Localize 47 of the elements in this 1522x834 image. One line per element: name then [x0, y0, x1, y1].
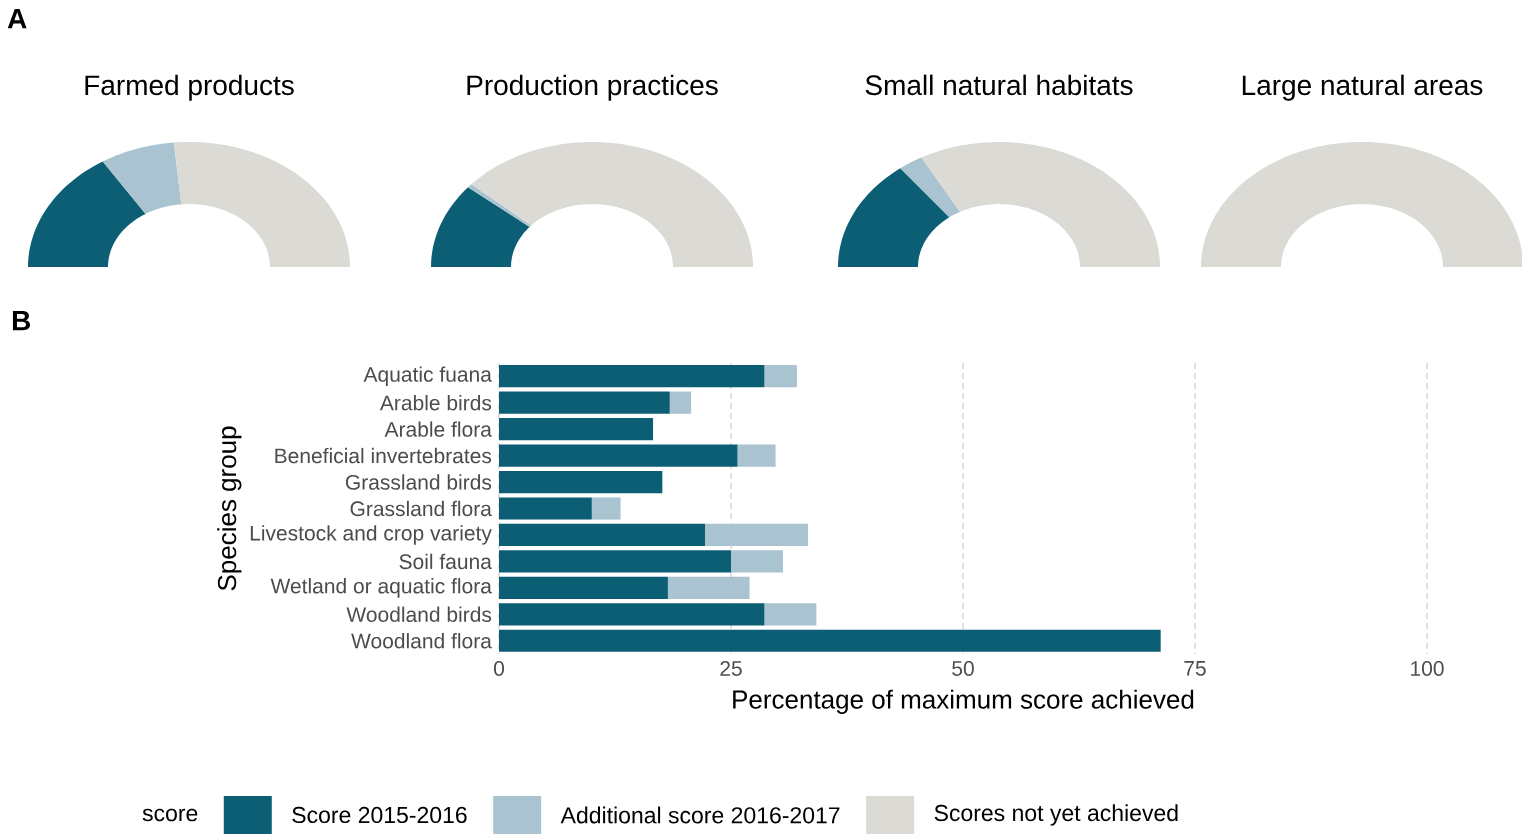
- y-axis-title: Species group: [217, 426, 242, 591]
- legend-label: Scores not yet achieved: [934, 804, 1178, 826]
- y-tick-label: Livestock and crop variety: [250, 525, 492, 545]
- bar: [499, 444, 738, 467]
- x-tick-label: 75: [1184, 661, 1206, 676]
- chart-title: Small natural habitats: [865, 74, 1133, 96]
- x-tick-label: 0: [493, 661, 505, 676]
- bar: [731, 550, 783, 573]
- legend-label: Additional score 2016-2017: [560, 806, 840, 824]
- y-tick-label: Woodland flora: [351, 633, 492, 649]
- y-tick-label: Arable birds: [379, 394, 492, 411]
- bar: [705, 523, 809, 547]
- y-tick-label: Arable flora: [384, 421, 492, 437]
- bar: [669, 391, 692, 414]
- bar: [499, 470, 663, 494]
- x-tick-label: 25: [720, 661, 742, 676]
- x-tick-label: 50: [952, 661, 974, 676]
- y-tick-label: Soil fauna: [399, 553, 492, 570]
- bar: [499, 523, 706, 547]
- bar: [764, 603, 817, 626]
- chart-title: Large natural areas: [1242, 74, 1483, 101]
- legend-label: Score 2015-2016: [292, 806, 467, 824]
- bar: [499, 391, 670, 414]
- bar: [737, 444, 776, 467]
- y-tick-label: Wetland or aquatic flora: [270, 578, 492, 598]
- bar: [499, 576, 668, 599]
- y-tick-label: Woodland birds: [346, 606, 492, 623]
- chart-title: Production practices: [467, 74, 718, 101]
- bar: [499, 550, 731, 573]
- legend-title: score: [142, 808, 198, 822]
- y-tick-label: Beneficial invertebrates: [275, 447, 492, 464]
- chart-title: Farmed products: [85, 74, 294, 101]
- bar: [591, 497, 621, 520]
- text: B: [12, 311, 31, 331]
- y-tick-label: Grassland birds: [345, 474, 492, 490]
- y-tick-label: Aquatic fuana: [363, 366, 492, 387]
- bar: [499, 497, 592, 520]
- y-tick-label: Grassland flora: [350, 500, 492, 517]
- bar: [667, 576, 750, 599]
- text: A: [7, 9, 27, 29]
- bar: [499, 629, 1161, 652]
- bar: [764, 365, 797, 388]
- bar: [499, 603, 765, 626]
- bar: [499, 365, 765, 388]
- x-tick-label: 100: [1411, 661, 1444, 676]
- x-axis-title: Percentage of maximum score achieved: [733, 689, 1194, 714]
- bar: [499, 418, 654, 441]
